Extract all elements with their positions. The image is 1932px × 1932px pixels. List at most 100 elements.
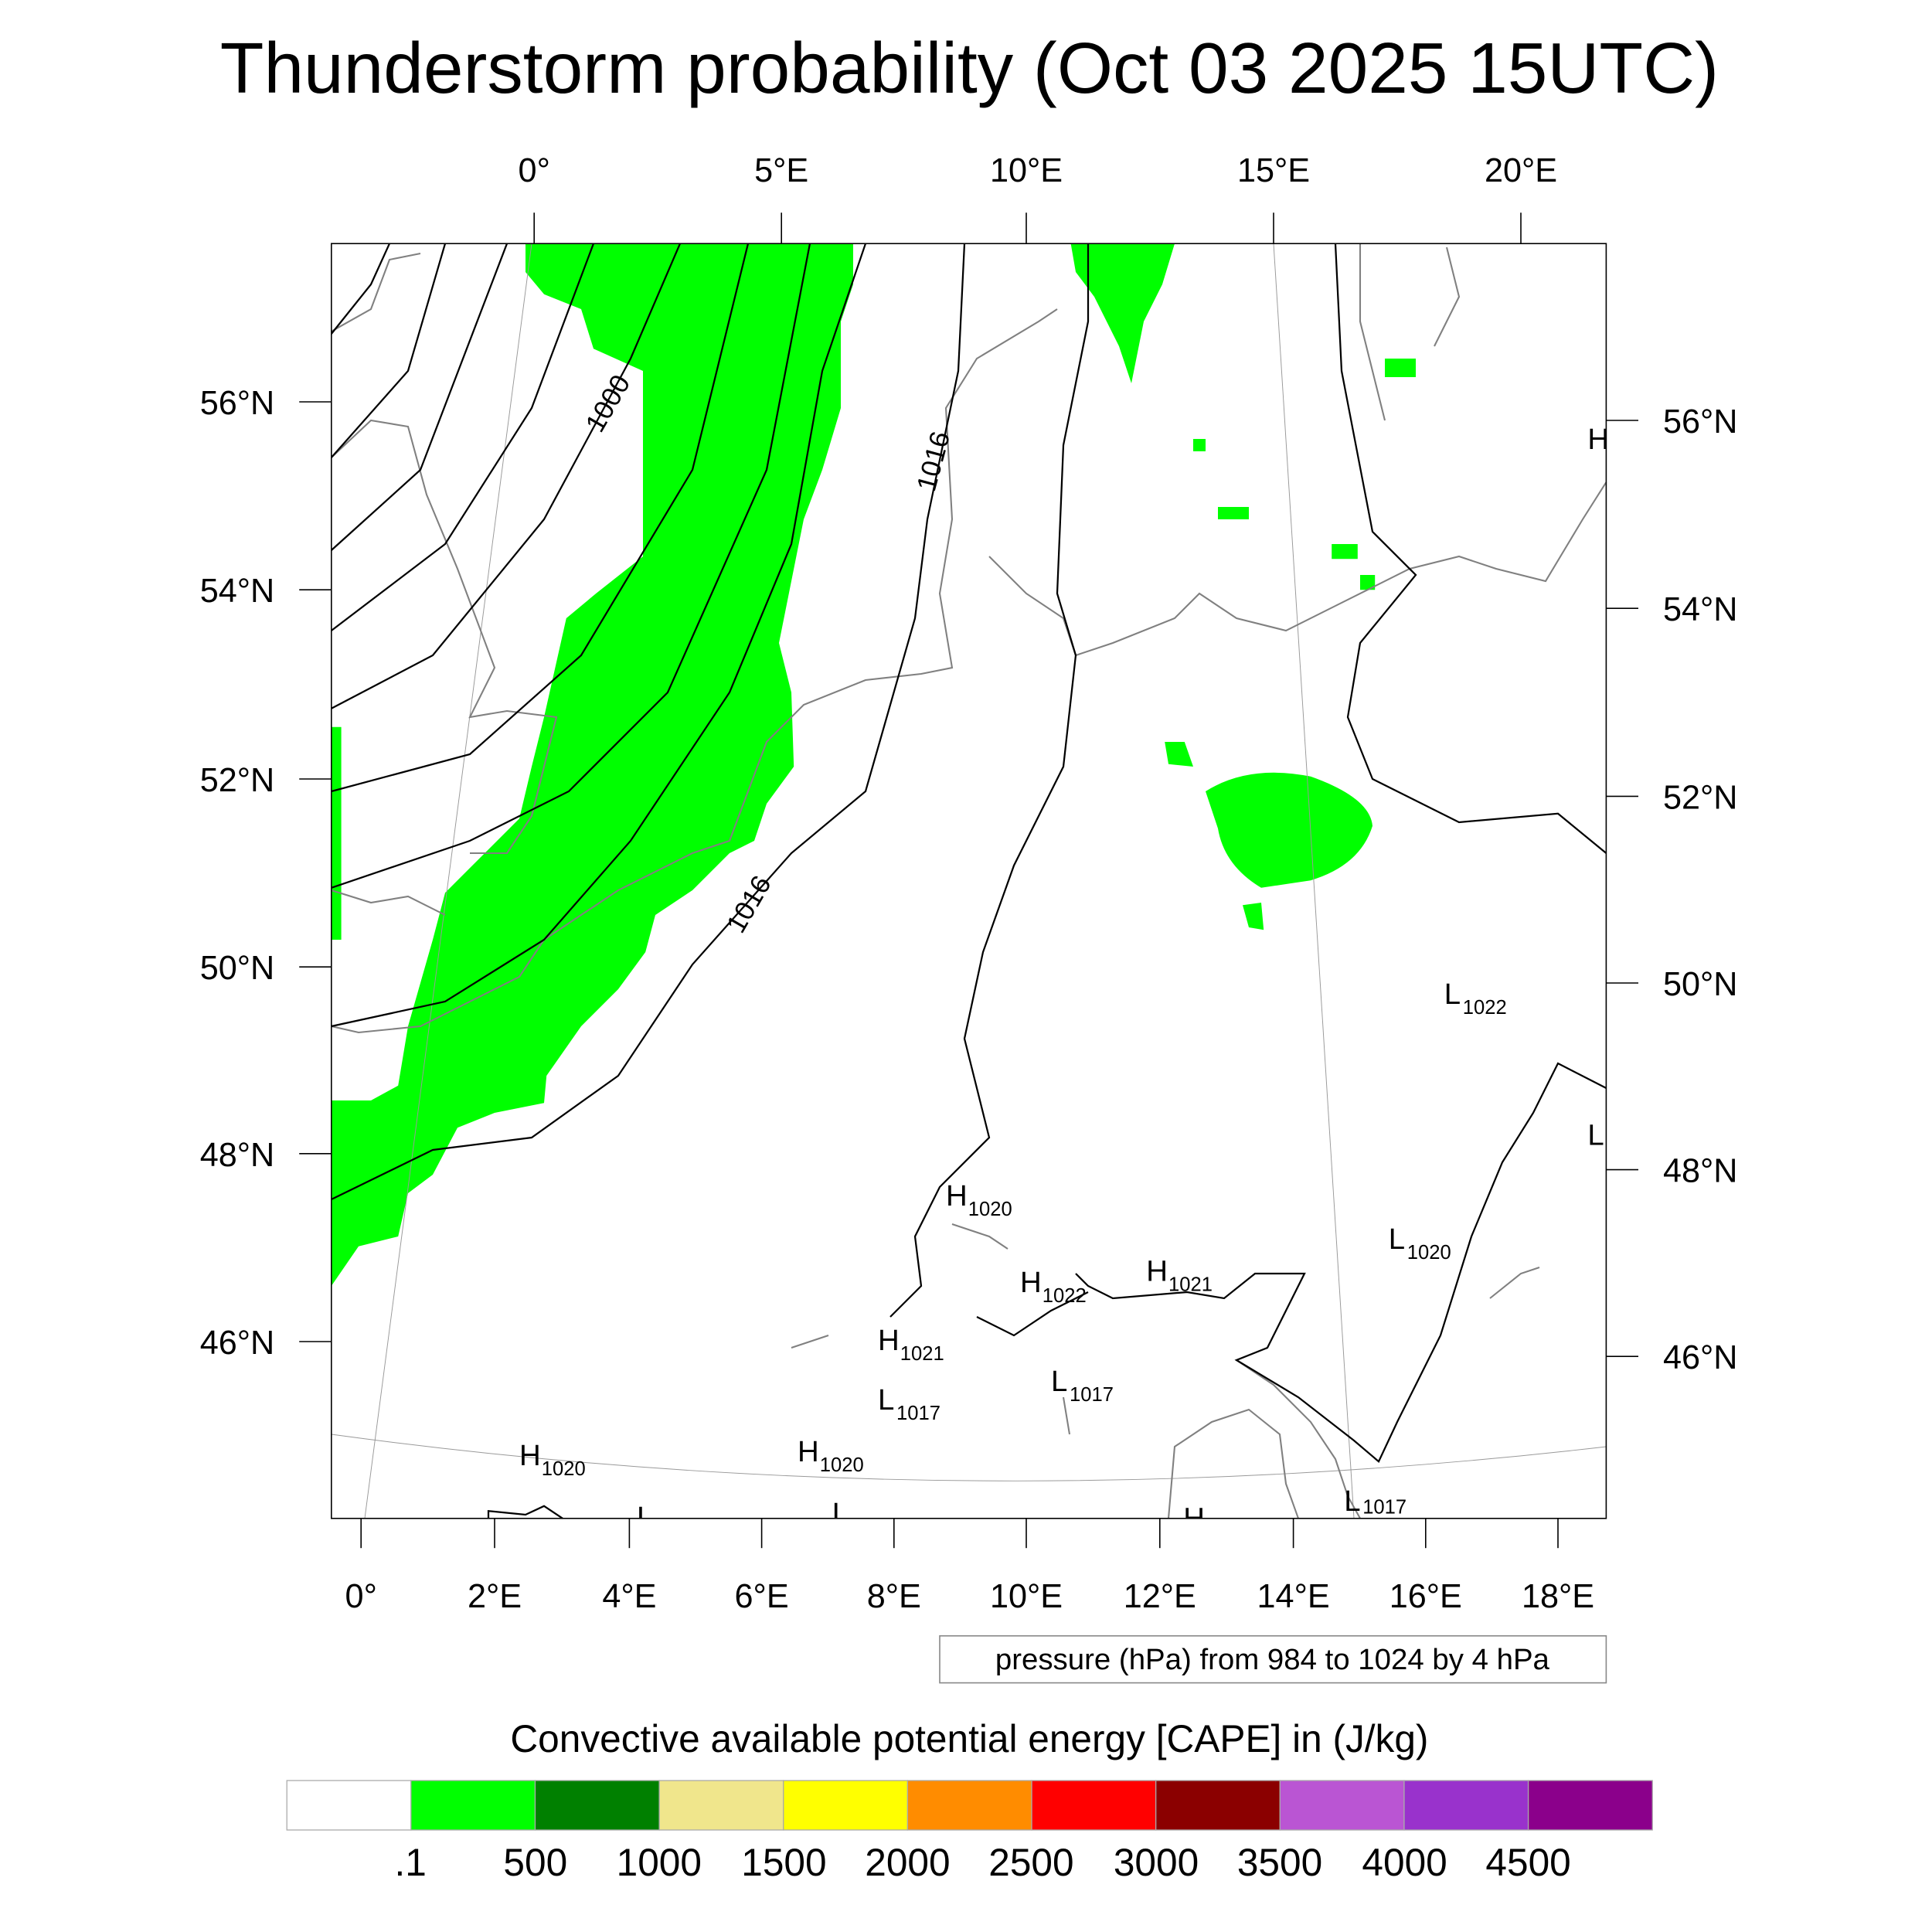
top-axis: 0° 5°E 10°E 15°E 20°E — [519, 152, 1557, 244]
right-tick-label: 52°N — [1663, 779, 1738, 816]
svg-text:L: L — [878, 1383, 894, 1417]
colorbar-box — [534, 1780, 660, 1831]
right-tick-label: 48°N — [1663, 1153, 1738, 1190]
colorbar-label: 1500 — [741, 1841, 826, 1884]
svg-text:L: L — [1344, 1485, 1360, 1518]
svg-text:1020: 1020 — [1206, 1521, 1250, 1543]
bottom-tick-label: 18°E — [1522, 1578, 1594, 1615]
map-title: Thunderstorm probability (Oct 03 2025 15… — [220, 28, 1719, 108]
svg-text:L: L — [1444, 978, 1461, 1011]
right-axis: 56°N 54°N 52°N 50°N 48°N 46°N — [1606, 403, 1738, 1376]
pressure-center: L 1017 — [1051, 1365, 1114, 1406]
svg-text:L: L — [1389, 1223, 1405, 1256]
svg-text:L: L — [832, 1497, 849, 1530]
pressure-center: H 1022 — [1020, 1266, 1087, 1307]
cape-area-small-4 — [1332, 544, 1358, 560]
svg-text:1020: 1020 — [1407, 1242, 1451, 1264]
left-tick-label: 48°N — [200, 1137, 275, 1174]
colorbar-box — [1527, 1780, 1653, 1831]
pressure-center: H 1021 — [878, 1324, 944, 1365]
colorbar-label: 2500 — [988, 1841, 1073, 1884]
map-panel: 1000 1016 1016 H 1020 H 1022 H 1021 H 1021 L… — [330, 243, 1609, 1543]
left-tick-label: 52°N — [200, 762, 275, 799]
pressure-center: H 1020 — [519, 1439, 586, 1480]
pressure-center: H 1020 — [798, 1435, 864, 1476]
colorbar-label: 500 — [503, 1841, 567, 1884]
bottom-tick-label: 2°E — [468, 1578, 522, 1615]
pressure-center: L 1016 — [832, 1497, 895, 1538]
top-tick-label: 10°E — [990, 152, 1063, 189]
svg-text:H: H — [1587, 423, 1609, 456]
colorbar-box — [658, 1780, 784, 1831]
pressure-center: H — [1587, 423, 1609, 456]
left-tick-label: 56°N — [200, 385, 275, 422]
pressure-center: L 1018 — [637, 1501, 699, 1542]
colorbar-label: 3000 — [1114, 1841, 1199, 1884]
map-frame — [331, 243, 1607, 1519]
colorbar-box — [1155, 1780, 1281, 1831]
svg-text:1021: 1021 — [900, 1343, 944, 1365]
svg-text:H: H — [878, 1324, 900, 1357]
colorbar-label: 1000 — [617, 1841, 702, 1884]
colorbar-boxes — [286, 1780, 1653, 1831]
left-axis: 56°N 54°N 52°N 50°N 48°N 46°N — [200, 385, 332, 1362]
cape-area-small-2 — [1243, 903, 1264, 930]
svg-text:H: H — [1020, 1266, 1042, 1299]
cape-area-west-strip — [331, 726, 342, 940]
svg-text:H: H — [1183, 1502, 1205, 1536]
bottom-axis: 0° 2°E 4°E 6°E 8°E 10°E 12°E 14°E 16°E 1… — [345, 1518, 1594, 1615]
colorbar-label: 2000 — [865, 1841, 950, 1884]
pressure-center: L 1017 — [878, 1383, 940, 1424]
contour-info-text: pressure (hPa) from 984 to 1024 by 4 hPa — [995, 1643, 1550, 1676]
cape-area-central-europe — [1206, 772, 1372, 888]
svg-text:1022: 1022 — [1463, 997, 1507, 1019]
svg-text:1022: 1022 — [1043, 1285, 1087, 1307]
top-tick-label: 20°E — [1485, 152, 1557, 189]
svg-text:L: L — [637, 1501, 653, 1534]
colorbar-label: 4000 — [1362, 1841, 1447, 1884]
left-tick-label: 50°N — [200, 950, 275, 987]
bottom-tick-label: 6°E — [735, 1578, 789, 1615]
cape-area-small-7 — [1218, 507, 1249, 519]
cape-area-main-band — [331, 243, 853, 1287]
svg-text:L: L — [1587, 1119, 1604, 1152]
left-tick-label: 46°N — [200, 1325, 275, 1362]
bottom-tick-label: 14°E — [1257, 1578, 1330, 1615]
svg-text:H: H — [798, 1435, 819, 1468]
top-tick-label: 5°E — [754, 152, 808, 189]
svg-text:H: H — [946, 1179, 968, 1213]
colorbar-label: 3500 — [1237, 1841, 1322, 1884]
right-tick-label: 46°N — [1663, 1339, 1738, 1376]
svg-text:1020: 1020 — [542, 1458, 586, 1480]
top-tick-label: 15°E — [1237, 152, 1310, 189]
pressure-center: H 1021 — [1146, 1255, 1213, 1296]
colorbar-box — [1403, 1780, 1529, 1831]
colorbar-box — [906, 1780, 1032, 1831]
colorbar: Convective available potential energy [C… — [286, 1717, 1653, 1884]
isobars — [330, 243, 1607, 1519]
svg-text:1016: 1016 — [851, 1516, 895, 1538]
cape-area-small-5 — [1360, 575, 1376, 590]
colorbar-box — [1031, 1780, 1157, 1831]
pressure-center: L — [1587, 1119, 1604, 1152]
colorbar-title: Convective available potential energy [C… — [510, 1717, 1428, 1760]
bottom-tick-label: 12°E — [1124, 1578, 1196, 1615]
svg-text:1017: 1017 — [896, 1403, 940, 1424]
svg-text:1018: 1018 — [655, 1520, 699, 1542]
colorbar-label: 4500 — [1485, 1841, 1570, 1884]
cape-area-sweden — [1070, 243, 1175, 383]
right-tick-label: 54°N — [1663, 591, 1738, 628]
svg-text:L: L — [1051, 1365, 1067, 1398]
colorbar-label: .1 — [395, 1841, 427, 1884]
svg-text:1017: 1017 — [1070, 1384, 1114, 1406]
pressure-center: L 1020 — [1389, 1223, 1451, 1264]
svg-text:1020: 1020 — [820, 1454, 864, 1476]
pressure-center: H 1020 — [946, 1179, 1012, 1220]
svg-text:1020: 1020 — [968, 1199, 1012, 1220]
graticule — [331, 243, 1607, 1519]
colorbar-box — [286, 1780, 412, 1831]
svg-text:1021: 1021 — [1168, 1274, 1213, 1295]
pressure-center: L 1022 — [1444, 978, 1507, 1019]
svg-text:1017: 1017 — [1362, 1496, 1406, 1518]
